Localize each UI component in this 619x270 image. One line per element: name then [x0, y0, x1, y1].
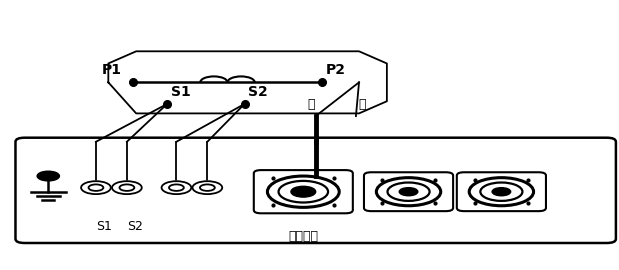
Circle shape	[193, 181, 222, 194]
Text: P1: P1	[102, 63, 121, 77]
Text: 红: 红	[358, 98, 366, 111]
Circle shape	[112, 181, 142, 194]
Circle shape	[162, 181, 191, 194]
Text: 变比测量: 变比测量	[288, 230, 318, 242]
Circle shape	[291, 186, 316, 197]
Text: S2: S2	[127, 220, 143, 233]
Text: P2: P2	[326, 63, 346, 77]
Circle shape	[81, 181, 111, 194]
FancyBboxPatch shape	[254, 170, 353, 213]
Text: S1: S1	[171, 85, 191, 99]
FancyBboxPatch shape	[15, 138, 616, 243]
Circle shape	[492, 188, 511, 196]
FancyBboxPatch shape	[364, 172, 453, 211]
Circle shape	[399, 188, 418, 196]
Text: S2: S2	[248, 85, 267, 99]
FancyBboxPatch shape	[457, 172, 546, 211]
Text: S1: S1	[96, 220, 112, 233]
Text: 黑: 黑	[308, 98, 315, 111]
Circle shape	[37, 171, 59, 181]
